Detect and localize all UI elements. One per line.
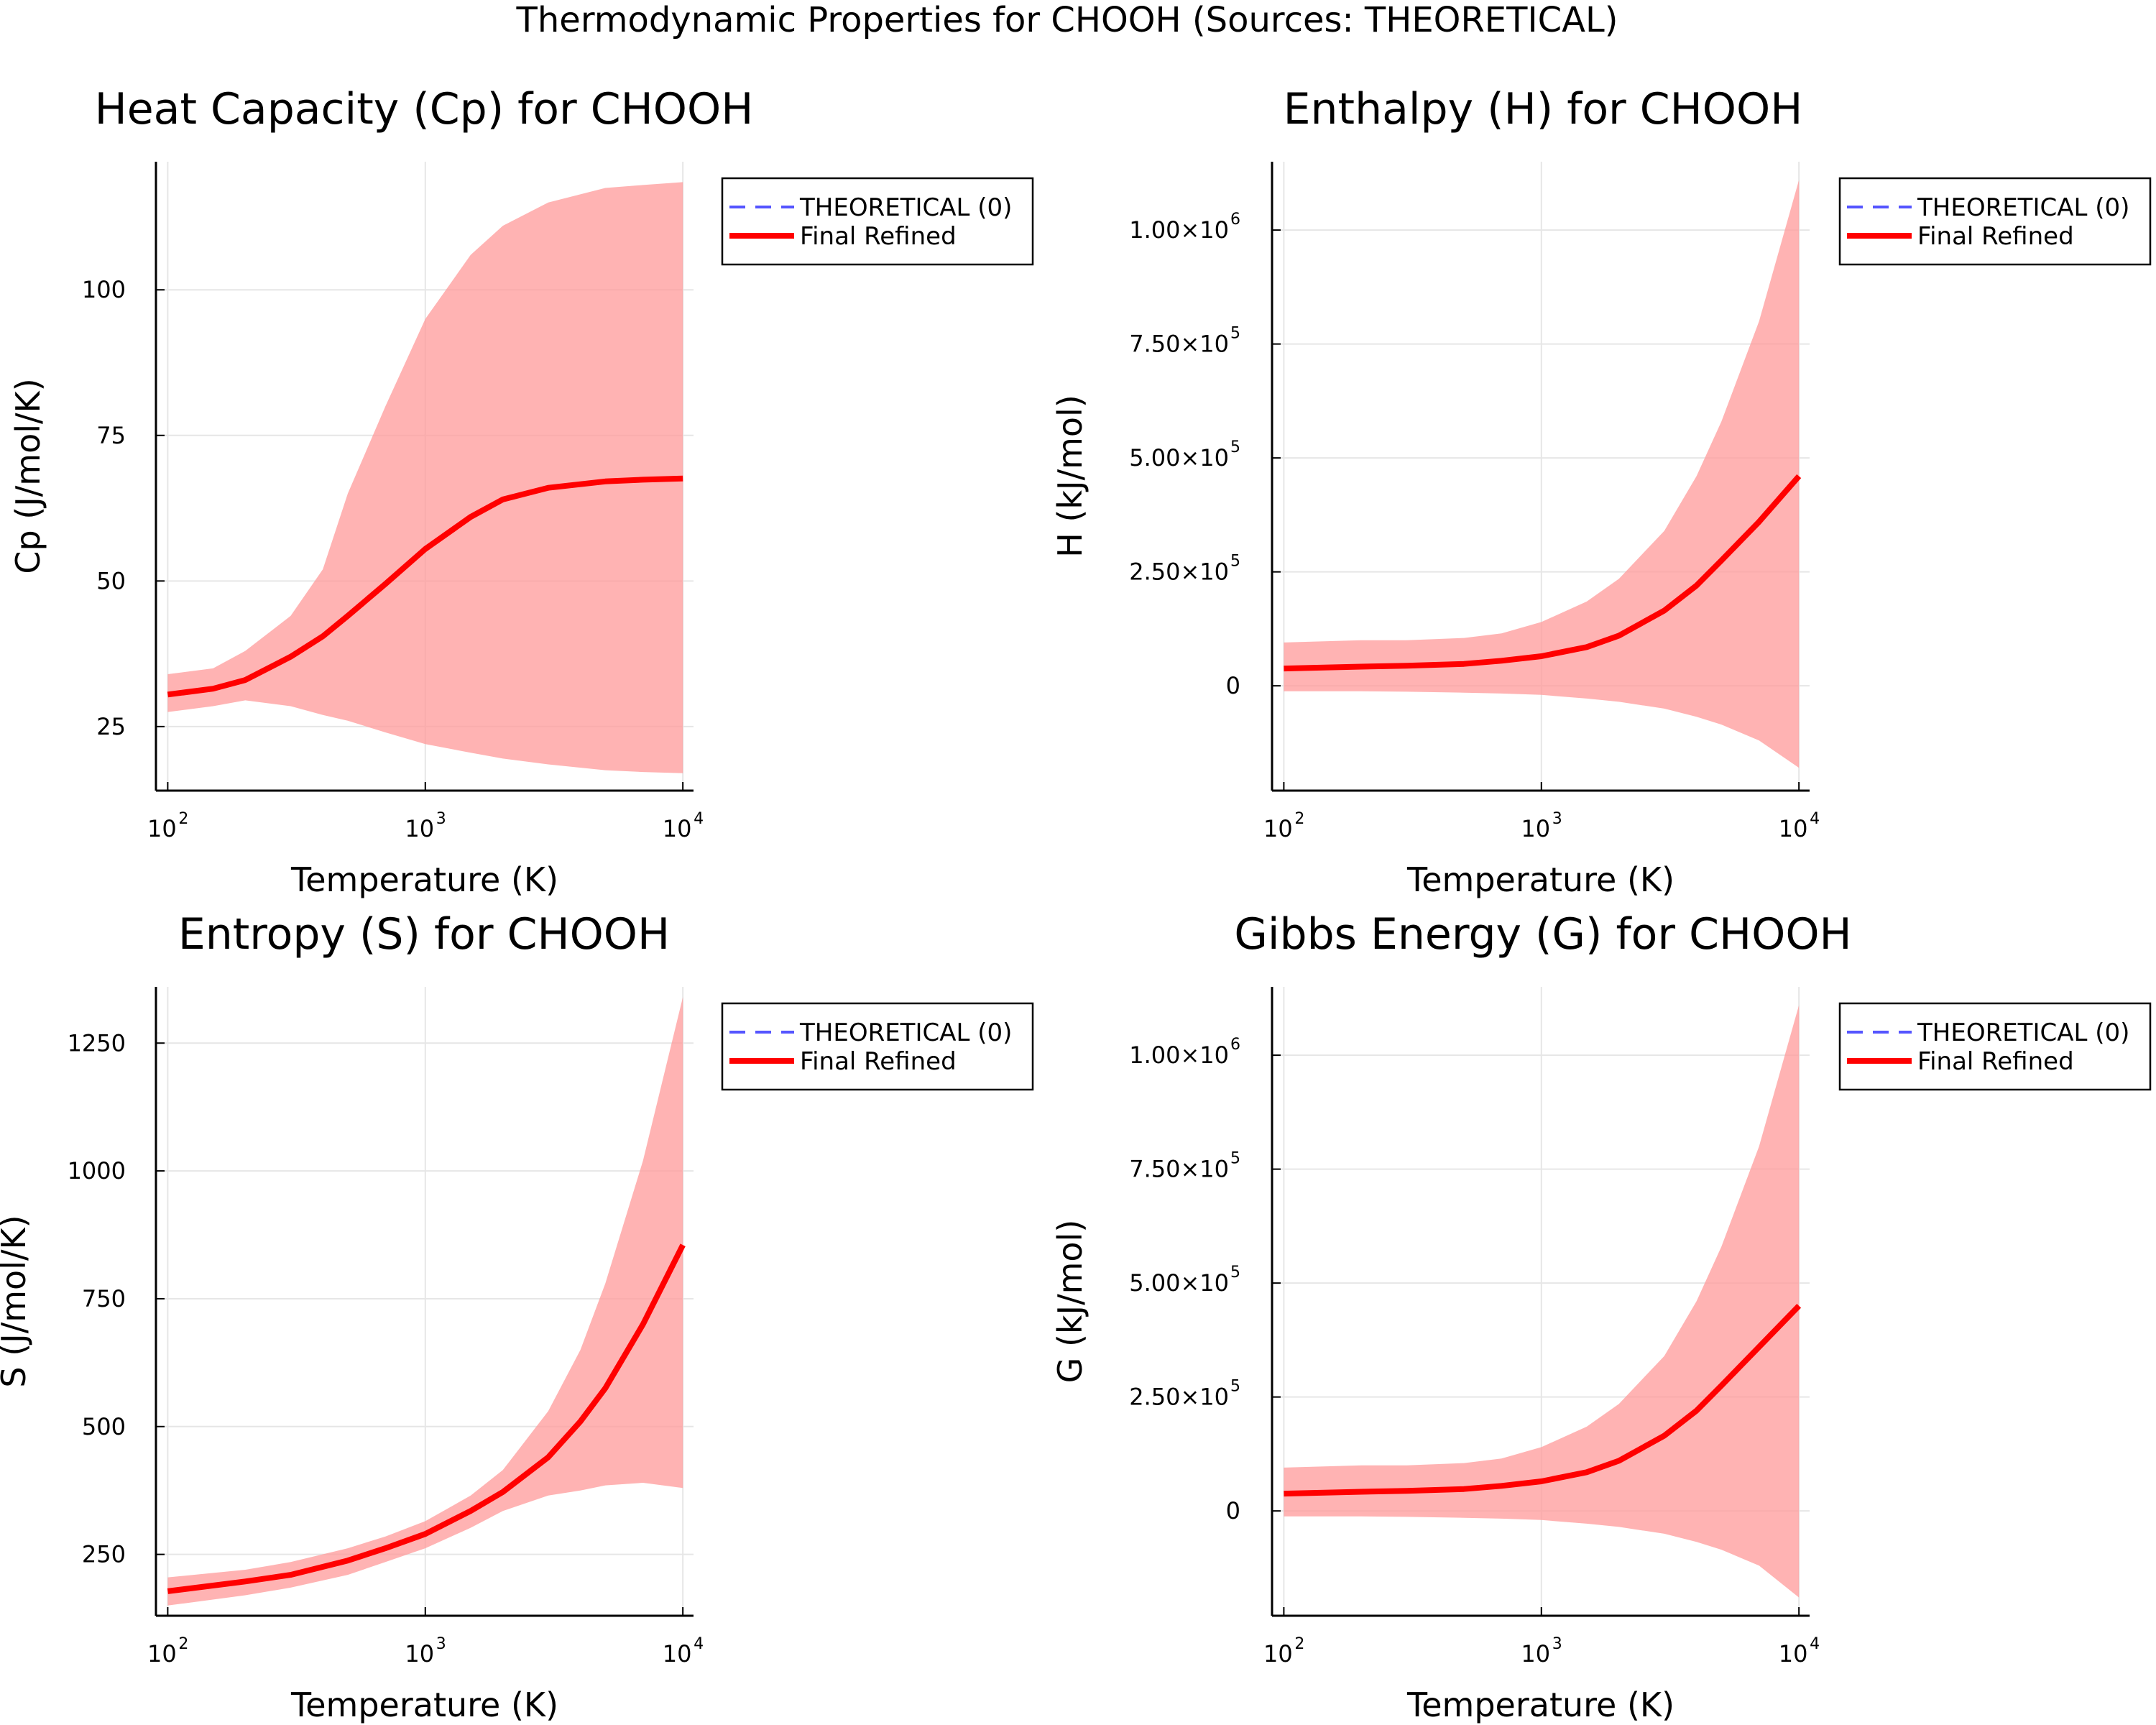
y-tick-label: 250 bbox=[82, 1541, 126, 1568]
x-tick-label: 10 bbox=[1779, 1640, 1808, 1668]
x-tick-exponent: 4 bbox=[1810, 810, 1820, 828]
x-tick-label: 10 bbox=[405, 815, 434, 842]
y-tick-label: 75 bbox=[96, 422, 126, 449]
x-tick-label: 10 bbox=[1521, 1640, 1550, 1668]
legend-label: Final Refined bbox=[800, 222, 957, 251]
y-axis-label: Cp (J/mol/K) bbox=[9, 378, 47, 574]
legend: THEORETICAL (0)Final Refined bbox=[1838, 177, 2152, 266]
x-tick-exponent: 2 bbox=[1294, 1635, 1304, 1653]
legend-label: THEORETICAL (0) bbox=[1917, 1018, 2129, 1047]
figure-suptitle: Thermodynamic Properties for CHOOH (Sour… bbox=[516, 0, 1618, 40]
x-tick-label: 10 bbox=[1779, 815, 1808, 842]
x-tick-exponent: 2 bbox=[178, 810, 188, 828]
chart-title: Enthalpy (H) for CHOOH bbox=[1284, 84, 1803, 134]
y-tick-label: 750 bbox=[82, 1285, 126, 1312]
y-tick-label: 5.00×10 bbox=[1129, 444, 1229, 472]
x-tick-exponent: 2 bbox=[178, 1635, 188, 1653]
x-tick-label: 10 bbox=[1521, 815, 1550, 842]
y-tick-exponent: 5 bbox=[1230, 553, 1240, 571]
legend-box bbox=[1838, 177, 2152, 266]
y-tick-label: 25 bbox=[96, 713, 126, 740]
uncertainty-band bbox=[167, 182, 683, 773]
legend-label: Final Refined bbox=[1917, 1047, 2074, 1076]
x-tick-label: 10 bbox=[1263, 815, 1293, 842]
y-axis-label: S (J/mol/K) bbox=[0, 1215, 33, 1387]
y-tick-exponent: 6 bbox=[1230, 211, 1240, 229]
y-tick-label: 50 bbox=[96, 567, 126, 594]
legend-label: THEORETICAL (0) bbox=[799, 1018, 1012, 1047]
y-tick-label: 1.00×10 bbox=[1129, 1041, 1229, 1069]
y-tick-label: 1000 bbox=[68, 1157, 126, 1184]
legend-box bbox=[721, 177, 1034, 266]
chart-title: Entropy (S) for CHOOH bbox=[178, 909, 670, 960]
chart-panel-4: 10 2 10 3 10 4052.50×1055.00×1057.50×1061.00×… bbox=[1051, 909, 2152, 1724]
legend-label: THEORETICAL (0) bbox=[1917, 193, 2129, 222]
x-tick-label: 10 bbox=[147, 1640, 177, 1668]
y-tick-label: 7.50×10 bbox=[1129, 331, 1229, 358]
legend: THEORETICAL (0)Final Refined bbox=[721, 1002, 1034, 1091]
y-tick-exponent: 5 bbox=[1230, 1378, 1240, 1396]
final-refined-line bbox=[167, 1243, 686, 1594]
legend: THEORETICAL (0)Final Refined bbox=[1838, 1002, 2152, 1091]
x-tick-exponent: 4 bbox=[694, 810, 704, 828]
final-refined-line bbox=[1284, 1304, 1802, 1497]
x-tick-exponent: 3 bbox=[436, 810, 446, 828]
y-tick-label: 1.00×10 bbox=[1129, 216, 1229, 244]
y-tick-exponent: 5 bbox=[1230, 325, 1240, 343]
x-axis-label: Temperature (K) bbox=[1406, 1685, 1674, 1724]
y-tick-label: 0 bbox=[1226, 672, 1240, 699]
y-tick-label: 2.50×10 bbox=[1129, 1384, 1229, 1411]
legend: THEORETICAL (0)Final Refined bbox=[721, 177, 1034, 266]
chart-title: Gibbs Energy (G) for CHOOH bbox=[1234, 909, 1851, 960]
legend-label: Final Refined bbox=[1917, 222, 2074, 251]
x-tick-exponent: 4 bbox=[1810, 1635, 1820, 1653]
x-axis-label: Temperature (K) bbox=[1406, 860, 1674, 899]
x-tick-label: 10 bbox=[1263, 1640, 1293, 1668]
y-tick-label: 500 bbox=[82, 1413, 126, 1440]
y-axis-label: H (kJ/mol) bbox=[1051, 395, 1089, 558]
legend-box bbox=[721, 1002, 1034, 1091]
uncertainty-band bbox=[1284, 180, 1800, 768]
y-tick-label: 1250 bbox=[68, 1029, 126, 1057]
chart-panel-2: 10 2 10 3 10 4052.50×1055.00×1057.50×1061.00×… bbox=[1051, 84, 2152, 899]
y-tick-exponent: 6 bbox=[1230, 1036, 1240, 1054]
y-tick-exponent: 5 bbox=[1230, 1150, 1240, 1168]
y-tick-label: 0 bbox=[1226, 1497, 1240, 1524]
legend-label: THEORETICAL (0) bbox=[799, 193, 1012, 222]
legend-label: Final Refined bbox=[800, 1047, 957, 1076]
x-tick-exponent: 3 bbox=[1552, 810, 1562, 828]
uncertainty-band bbox=[1284, 1005, 1800, 1598]
y-axis-label: G (kJ/mol) bbox=[1051, 1220, 1089, 1384]
y-tick-exponent: 5 bbox=[1230, 1264, 1240, 1282]
y-tick-label: 5.00×10 bbox=[1129, 1269, 1229, 1297]
chart-title: Heat Capacity (Cp) for CHOOH bbox=[95, 84, 754, 134]
y-tick-label: 2.50×10 bbox=[1129, 558, 1229, 586]
x-tick-label: 10 bbox=[405, 1640, 434, 1668]
final-refined-line bbox=[167, 475, 683, 698]
final-refined-line bbox=[1284, 474, 1802, 672]
x-tick-exponent: 2 bbox=[1294, 810, 1304, 828]
x-tick-label: 10 bbox=[663, 815, 692, 842]
y-tick-label: 100 bbox=[82, 276, 126, 303]
legend-box bbox=[1838, 1002, 2152, 1091]
x-tick-label: 10 bbox=[147, 815, 177, 842]
y-tick-exponent: 5 bbox=[1230, 438, 1240, 456]
y-tick-label: 7.50×10 bbox=[1129, 1156, 1229, 1183]
x-tick-exponent: 3 bbox=[436, 1635, 446, 1653]
x-tick-label: 10 bbox=[663, 1640, 692, 1668]
x-tick-exponent: 3 bbox=[1552, 1635, 1562, 1653]
x-axis-label: Temperature (K) bbox=[290, 1685, 558, 1724]
x-axis-label: Temperature (K) bbox=[290, 860, 558, 899]
x-tick-exponent: 4 bbox=[694, 1635, 704, 1653]
